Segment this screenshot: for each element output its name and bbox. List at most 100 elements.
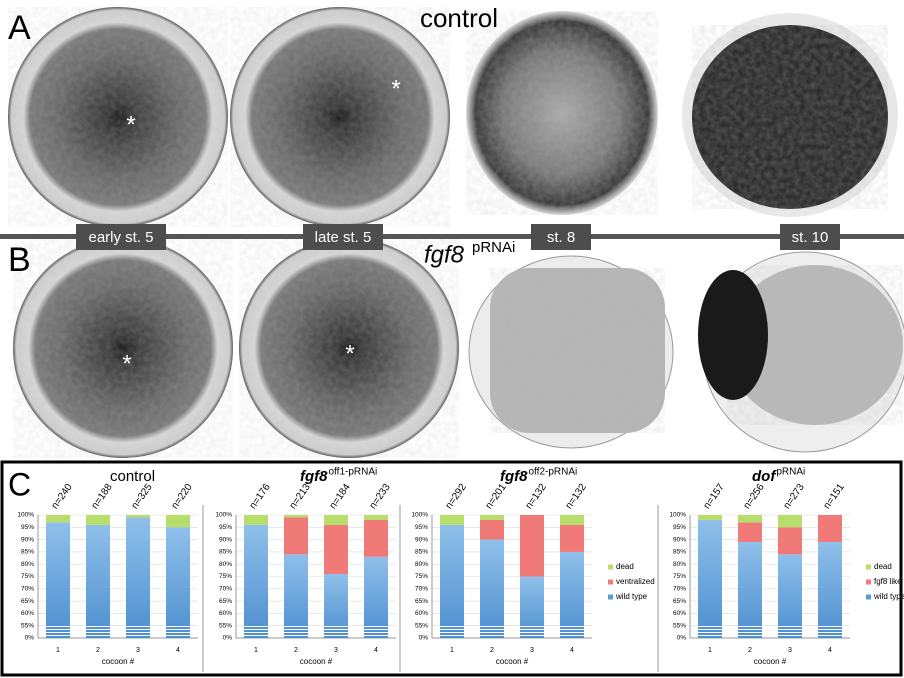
chart-title-sup: off1-pRNAi — [329, 467, 378, 478]
y-tick-label: 90% — [219, 536, 232, 543]
legend-label: wild type — [873, 592, 904, 601]
panel-letter: B — [8, 241, 31, 279]
x-axis-label: cocoon # — [102, 657, 135, 666]
stage-label: st. 8 — [547, 229, 575, 246]
y-tick-label: 80% — [21, 561, 34, 568]
y-tick-label: 75% — [21, 573, 34, 580]
bar-segment — [284, 517, 308, 554]
y-tick-label: 90% — [415, 536, 428, 543]
stage-label: late st. 5 — [315, 229, 372, 246]
bar-segment — [560, 552, 584, 638]
y-tick-label: 60% — [415, 610, 428, 617]
y-tick-label: 55% — [415, 622, 428, 629]
y-tick-label: 90% — [21, 536, 34, 543]
bar-segment — [166, 515, 190, 527]
bar-segment — [86, 515, 110, 525]
bar-segment — [324, 574, 348, 638]
y-tick-label: 80% — [415, 561, 428, 568]
x-tick-label: 1 — [708, 647, 712, 654]
y-tick-label: 70% — [21, 586, 34, 593]
texture — [466, 11, 658, 215]
y-tick-label: 65% — [415, 598, 428, 605]
legend-label: ventralized — [616, 577, 655, 586]
x-tick-label: 4 — [828, 647, 832, 654]
x-tick-label: 1 — [450, 647, 454, 654]
stage-label: early st. 5 — [88, 229, 153, 246]
x-tick-label: 1 — [254, 647, 258, 654]
y-tick-label: 0% — [677, 635, 687, 642]
bar-segment — [440, 525, 464, 638]
asterisk: * — [345, 340, 354, 367]
y-tick-label: 60% — [673, 610, 686, 617]
x-axis-label: cocoon # — [496, 657, 529, 666]
panel-title: fgf8 — [424, 241, 465, 268]
bar-segment — [698, 515, 722, 520]
x-tick-label: 1 — [56, 647, 60, 654]
legend-swatch — [608, 580, 613, 585]
panel-title: control — [420, 3, 498, 33]
x-tick-label: 4 — [374, 647, 378, 654]
bar-segment — [698, 520, 722, 638]
texture — [13, 238, 233, 458]
legend-label: dead — [616, 562, 634, 571]
x-tick-label: 2 — [96, 647, 100, 654]
stage-label: st. 10 — [792, 229, 829, 246]
y-tick-label: 95% — [219, 524, 232, 531]
texture — [490, 268, 665, 433]
y-tick-label: 75% — [219, 573, 232, 580]
bar-segment — [778, 515, 802, 527]
y-tick-label: 55% — [21, 622, 34, 629]
y-tick-label: 65% — [673, 598, 686, 605]
chart-title: fgf8 — [500, 468, 528, 485]
chart-title: dof — [752, 468, 777, 485]
legend-label: dead — [874, 562, 892, 571]
y-tick-label: 0% — [25, 635, 35, 642]
legend-swatch — [866, 565, 871, 570]
bar-segment — [778, 554, 802, 638]
bar-segment — [126, 517, 150, 638]
y-tick-label: 60% — [21, 610, 34, 617]
bar-segment — [520, 515, 544, 577]
chart-title-sup: pRNAi — [776, 467, 805, 478]
x-tick-label: 4 — [570, 647, 574, 654]
bar-segment — [46, 522, 70, 638]
figure: early st. 5 late st. 5 st. 8 st. 10 A B … — [0, 0, 904, 678]
x-tick-label: 2 — [490, 647, 494, 654]
y-tick-label: 55% — [219, 622, 232, 629]
legend-label: wild type — [615, 592, 648, 601]
bar-segment — [480, 520, 504, 540]
y-tick-label: 95% — [415, 524, 428, 531]
x-tick-label: 2 — [748, 647, 752, 654]
asterisk: * — [391, 75, 400, 102]
bar-segment — [364, 515, 388, 520]
y-tick-label: 85% — [219, 549, 232, 556]
chart-title: control — [110, 468, 155, 485]
y-tick-label: 0% — [419, 635, 429, 642]
y-tick-label: 75% — [415, 573, 428, 580]
y-tick-label: 80% — [219, 561, 232, 568]
panel-letter: C — [8, 466, 31, 502]
y-tick-label: 90% — [673, 536, 686, 543]
bar-segment — [284, 515, 308, 517]
bar-segment — [560, 515, 584, 525]
y-tick-label: 0% — [223, 635, 233, 642]
y-tick-label: 100% — [215, 512, 232, 519]
asterisk: * — [126, 111, 135, 138]
y-tick-label: 75% — [673, 573, 686, 580]
y-tick-label: 70% — [219, 586, 232, 593]
bar-segment — [738, 522, 762, 542]
bar-segment — [560, 525, 584, 552]
y-tick-label: 60% — [219, 610, 232, 617]
y-tick-label: 100% — [411, 512, 428, 519]
y-tick-label: 95% — [21, 524, 34, 531]
bar-segment — [818, 515, 842, 542]
x-tick-label: 3 — [136, 647, 140, 654]
y-tick-label: 55% — [673, 622, 686, 629]
x-tick-label: 3 — [334, 647, 338, 654]
y-tick-label: 100% — [669, 512, 686, 519]
asterisk: * — [122, 350, 131, 377]
x-tick-label: 2 — [294, 647, 298, 654]
bar-segment — [738, 515, 762, 522]
bar-segment — [244, 525, 268, 638]
bar-segment — [364, 557, 388, 638]
